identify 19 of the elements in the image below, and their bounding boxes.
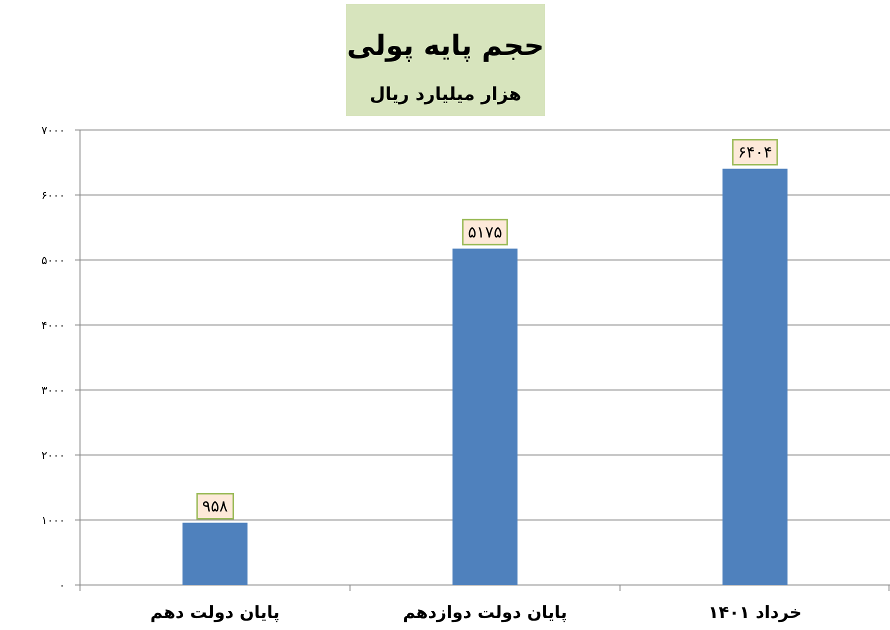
y-tick-label: ۰ — [59, 579, 65, 592]
y-tick-label: ۱۰۰۰ — [41, 514, 65, 527]
data-label: ۵۱۷۵ — [468, 222, 502, 242]
y-tick-label: ۶۰۰۰ — [41, 189, 65, 202]
data-label: ۶۴۰۴ — [738, 142, 772, 162]
y-tick-label: ۲۰۰۰ — [41, 449, 65, 462]
x-tick-label: پایان دولت دوازدهم — [402, 603, 568, 623]
bar — [182, 522, 248, 585]
y-tick-label: ۴۰۰۰ — [41, 319, 65, 332]
bar — [452, 248, 518, 585]
chart-subtitle: هزار میلیارد ریال — [370, 84, 522, 105]
chart-title: حجم پایه پولی — [346, 29, 544, 62]
x-tick-label: پایان دولت دهم — [150, 603, 280, 623]
y-tick-label: ۳۰۰۰ — [41, 384, 65, 397]
bar — [722, 168, 788, 585]
data-label: ۹۵۸ — [202, 496, 228, 516]
y-tick-label: ۵۰۰۰ — [41, 254, 65, 267]
y-tick-label: ۷۰۰۰ — [41, 124, 65, 137]
x-tick-label: خرداد ۱۴۰۱ — [708, 603, 802, 623]
